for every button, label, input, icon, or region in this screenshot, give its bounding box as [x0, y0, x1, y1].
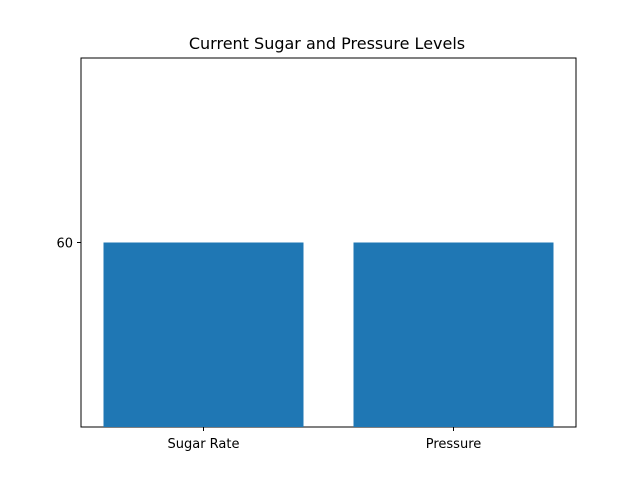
y-tick-label: 60: [56, 237, 73, 252]
x-tick-label: Pressure: [426, 437, 482, 452]
x-axis: Sugar Rate Pressure: [168, 427, 482, 452]
chart-title: Current Sugar and Pressure Levels: [189, 34, 465, 53]
y-axis: 60: [56, 237, 81, 252]
x-tick-label: Sugar Rate: [168, 437, 240, 452]
bar-sugar-rate: [104, 243, 304, 428]
bar-pressure: [354, 243, 554, 428]
